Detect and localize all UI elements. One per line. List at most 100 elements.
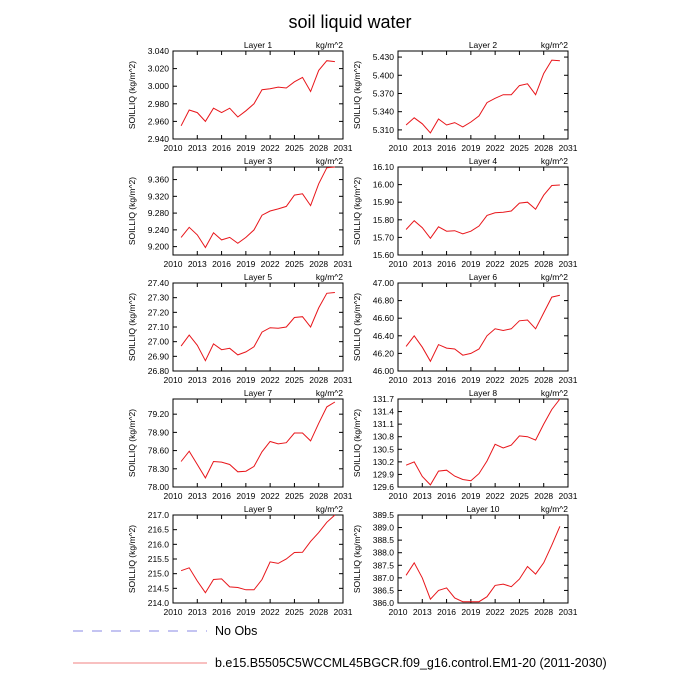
x-tick-label: 2019 (461, 259, 480, 269)
y-axis-label: SOILLIQ (kg/m^2) (352, 525, 362, 593)
x-tick-label: 2028 (534, 259, 553, 269)
y-tick-label: 27.40 (148, 278, 170, 288)
series-line (405, 59, 560, 134)
y-tick-label: 46.00 (373, 366, 395, 376)
y-tick-label: 3.000 (148, 81, 170, 91)
x-tick-label: 2031 (334, 375, 353, 385)
y-tick-label: 131.1 (373, 419, 395, 429)
x-tick-label: 2031 (559, 143, 578, 153)
y-axis-label: SOILLIQ (kg/m^2) (352, 177, 362, 245)
panel-units: kg/m^2 (541, 156, 568, 166)
y-tick-label: 5.340 (373, 107, 395, 117)
x-tick-label: 2016 (212, 259, 231, 269)
y-tick-label: 129.6 (373, 482, 395, 492)
y-tick-label: 9.200 (148, 242, 170, 252)
y-tick-label: 15.90 (373, 197, 395, 207)
y-axis-label: SOILLIQ (kg/m^2) (127, 177, 137, 245)
y-tick-label: 3.020 (148, 64, 170, 74)
y-tick-label: 5.400 (373, 70, 395, 80)
y-tick-label: 130.2 (373, 457, 395, 467)
x-tick-label: 2010 (389, 491, 408, 501)
series-line (180, 401, 336, 479)
x-tick-label: 2019 (236, 259, 255, 269)
plot-frame (172, 166, 344, 256)
x-tick-label: 2022 (486, 375, 505, 385)
x-tick-label: 2010 (389, 375, 408, 385)
series-line (180, 514, 336, 594)
x-tick-label: 2016 (437, 375, 456, 385)
y-tick-label: 16.00 (373, 180, 395, 190)
y-tick-label: 15.80 (373, 215, 395, 225)
x-tick-label: 2028 (309, 259, 328, 269)
x-tick-label: 2013 (188, 491, 207, 501)
y-tick-label: 5.370 (373, 88, 395, 98)
panel-title: Layer 2 (469, 40, 498, 50)
y-tick-label: 387.5 (373, 560, 395, 570)
y-tick-label: 129.9 (373, 469, 395, 479)
x-tick-label: 2031 (334, 143, 353, 153)
panel-layer-9: 2010 2013 2016 2019 2022 2025 2028 2031 214.0 214… (127, 504, 353, 617)
y-axis-label: SOILLIQ (kg/m^2) (352, 293, 362, 361)
y-tick-label: 388.0 (373, 548, 395, 558)
panel-units: kg/m^2 (316, 388, 343, 398)
x-tick-label: 2019 (461, 143, 480, 153)
x-tick-label: 2013 (413, 491, 432, 501)
legend: No Obs b.e15.B5505C5WCCML45BGCR.f09_g16.… (73, 624, 607, 670)
y-tick-label: 214.0 (148, 598, 170, 608)
series-line (180, 166, 335, 249)
x-tick-label: 2028 (309, 143, 328, 153)
x-tick-label: 2010 (389, 143, 408, 153)
panel-title: Layer 3 (244, 156, 273, 166)
panel-layer-8: 2010 2013 2016 2019 2022 2025 2028 2031 129.6 129… (352, 388, 578, 501)
y-tick-label: 46.20 (373, 348, 395, 358)
panel-layer-4: 2010 2013 2016 2019 2022 2025 2028 2031 15.60 15.… (352, 156, 578, 269)
x-tick-label: 2025 (510, 491, 529, 501)
x-tick-label: 2013 (188, 607, 207, 617)
x-tick-label: 2010 (164, 607, 183, 617)
y-tick-label: 2.940 (148, 134, 170, 144)
plot-frame (397, 50, 569, 140)
y-tick-label: 27.30 (148, 293, 170, 303)
x-tick-label: 2022 (261, 491, 280, 501)
y-axis-label: SOILLIQ (kg/m^2) (352, 409, 362, 477)
y-tick-label: 389.5 (373, 510, 395, 520)
series-line (180, 60, 335, 127)
panel-units: kg/m^2 (316, 504, 343, 514)
x-tick-label: 2022 (486, 143, 505, 153)
x-tick-label: 2019 (236, 491, 255, 501)
panel-title: Layer 1 (244, 40, 273, 50)
plot-frame (397, 398, 569, 488)
y-axis-label: SOILLIQ (kg/m^2) (127, 61, 137, 129)
x-tick-label: 2028 (309, 491, 328, 501)
x-tick-label: 2019 (236, 143, 255, 153)
y-tick-label: 131.4 (373, 407, 395, 417)
y-tick-label: 216.0 (148, 539, 170, 549)
x-tick-label: 2010 (164, 375, 183, 385)
y-tick-label: 78.30 (148, 464, 170, 474)
x-tick-label: 2013 (413, 607, 432, 617)
panel-units: kg/m^2 (541, 504, 568, 514)
panel-title: Layer 6 (469, 272, 498, 282)
legend-label-model: b.e15.B5505C5WCCML45BGCR.f09_g16.control… (215, 656, 607, 670)
x-tick-label: 2028 (534, 607, 553, 617)
x-tick-label: 2019 (461, 607, 480, 617)
x-tick-label: 2022 (486, 259, 505, 269)
x-tick-label: 2031 (334, 491, 353, 501)
y-tick-label: 9.280 (148, 208, 170, 218)
panel-layer-5: 2010 2013 2016 2019 2022 2025 2028 2031 26.80 26.… (127, 272, 353, 385)
x-tick-label: 2016 (437, 491, 456, 501)
y-tick-label: 27.20 (148, 307, 170, 317)
y-tick-label: 217.0 (148, 510, 170, 520)
y-tick-label: 2.960 (148, 116, 170, 126)
panel-units: kg/m^2 (541, 40, 568, 50)
x-tick-label: 2016 (212, 143, 231, 153)
y-tick-label: 78.90 (148, 427, 170, 437)
y-tick-label: 386.5 (373, 585, 395, 595)
panel-units: kg/m^2 (541, 388, 568, 398)
y-tick-label: 26.80 (148, 366, 170, 376)
y-tick-label: 5.310 (373, 125, 395, 135)
series-line (180, 292, 335, 362)
panel-title: Layer 10 (466, 504, 499, 514)
y-tick-label: 131.7 (373, 394, 395, 404)
